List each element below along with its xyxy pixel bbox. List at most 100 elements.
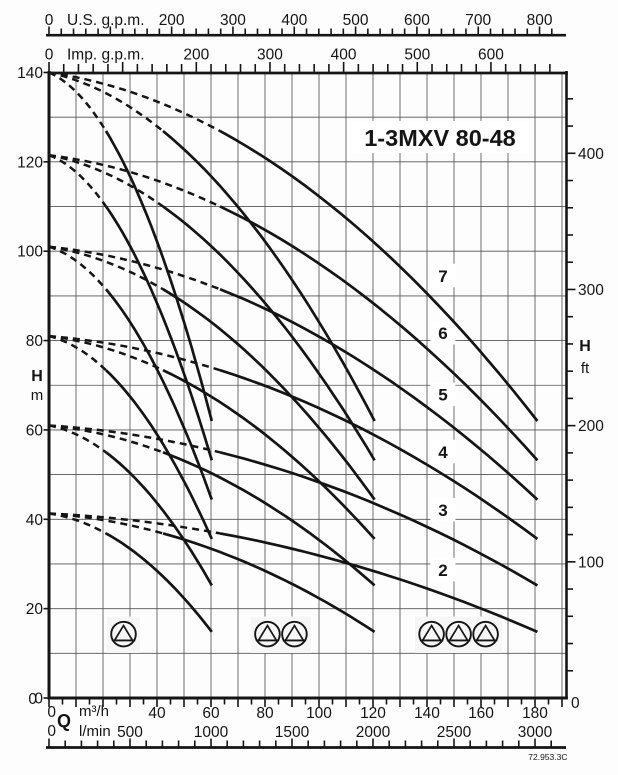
- curve-5-pumps-2: [162, 288, 376, 501]
- label-patches: [107, 121, 528, 653]
- svg-text:0: 0: [34, 691, 43, 708]
- svg-text:100: 100: [306, 705, 332, 722]
- curve-6-pumps-3: [219, 205, 539, 462]
- curve-label-2: 2: [438, 561, 447, 580]
- svg-text:400: 400: [578, 146, 604, 163]
- svg-text:700: 700: [465, 12, 491, 29]
- pump-icon: [418, 620, 445, 648]
- curve-5-pumps-3: [219, 287, 539, 501]
- q-axis-label: Q: [57, 711, 71, 731]
- svg-text:0: 0: [571, 695, 580, 712]
- svg-text:0: 0: [28, 691, 37, 708]
- pump-icon: [472, 620, 499, 648]
- right-h-axis: 100 200 300 400: [566, 98, 604, 672]
- imp-gpm-axis-label: Imp. g.p.m.: [67, 47, 145, 64]
- curve-label-4: 4: [438, 443, 448, 462]
- svg-text:140: 140: [17, 65, 43, 82]
- curve-6-pumps-3-lowflow-dashed: [48, 153, 221, 208]
- curve-label-7: 7: [438, 267, 447, 286]
- curve-3-pumps-1: [105, 451, 213, 587]
- curve-label-5: 5: [438, 386, 447, 405]
- svg-text:120: 120: [360, 705, 386, 722]
- curve-4-pumps-2-lowflow-dashed: [48, 334, 164, 372]
- curve-family-2: [48, 512, 538, 634]
- curve-5-pumps-3-lowflow-dashed: [48, 245, 221, 291]
- left-h-axis: 0 20 40 60 80 100 120 140: [17, 65, 49, 708]
- svg-text:1500: 1500: [275, 724, 310, 741]
- us-gpm-axis-label: U.S. g.p.m.: [67, 12, 145, 29]
- lmin-axis: 500 1000 1500 2000 2500 3000 0: [46, 723, 566, 749]
- pump-group-1: [110, 620, 137, 648]
- svg-text:40: 40: [26, 512, 44, 529]
- curve-4-pumps-1: [105, 369, 214, 540]
- svg-text:600: 600: [404, 12, 430, 29]
- svg-text:80: 80: [256, 705, 274, 722]
- curve-2-pumps-3: [219, 532, 538, 634]
- curve-label-6: 6: [438, 324, 447, 343]
- pump-icon: [110, 620, 137, 648]
- svg-text:300: 300: [578, 282, 604, 299]
- curve-family-7: [48, 71, 539, 422]
- pump-icon: [254, 620, 281, 648]
- svg-text:300: 300: [220, 12, 246, 29]
- reference-code: 72.953.3C: [528, 752, 567, 762]
- svg-text:120: 120: [17, 154, 43, 171]
- curve-3-pumps-1-lowflow-dashed: [48, 424, 107, 454]
- svg-text:2000: 2000: [356, 724, 391, 741]
- curve-label-3: 3: [438, 501, 447, 520]
- svg-text:0: 0: [47, 723, 56, 740]
- svg-text:1000: 1000: [194, 724, 229, 741]
- curve-3-pumps-2: [162, 451, 376, 587]
- svg-text:0: 0: [45, 47, 54, 64]
- pump-group-3: [418, 620, 499, 648]
- svg-text:500: 500: [343, 12, 369, 29]
- curve-4-pumps-3-lowflow-dashed: [48, 334, 221, 372]
- curve-2-pumps-1: [105, 532, 213, 633]
- curve-2-pumps-1-lowflow-dashed: [48, 512, 107, 535]
- svg-text:160: 160: [468, 705, 494, 722]
- svg-text:0: 0: [45, 12, 54, 29]
- curve-2-pumps-2-lowflow-dashed: [48, 512, 164, 535]
- left-axis-h-label: H: [31, 368, 43, 385]
- svg-text:200: 200: [159, 12, 185, 29]
- svg-text:200: 200: [183, 47, 209, 64]
- svg-text:300: 300: [257, 47, 283, 64]
- curve-family-6: [48, 153, 539, 462]
- pump-icon: [445, 620, 472, 648]
- m3h-axis-label: m³/h: [79, 703, 109, 720]
- curve-3-pumps-2-lowflow-dashed: [48, 424, 164, 454]
- curve-6-pumps-2: [162, 205, 376, 461]
- curve-4-pumps-2: [162, 368, 376, 540]
- curve-2-pumps-3-lowflow-dashed: [48, 512, 221, 535]
- curve-7-pumps-3: [219, 129, 539, 422]
- imp-gpm-axis: 0 200 300 400 500 600: [45, 47, 551, 73]
- curve-6-pumps-1: [104, 205, 214, 461]
- svg-text:2500: 2500: [437, 724, 472, 741]
- curve-7-pumps-2: [162, 129, 376, 422]
- curve-7-pumps-3-lowflow-dashed: [48, 71, 221, 133]
- curve-7-pumps-1-lowflow-dashed: [48, 71, 108, 132]
- curve-3-pumps-3-lowflow-dashed: [48, 424, 221, 454]
- curve-7-pumps-2-lowflow-dashed: [48, 71, 164, 132]
- curve-family-4: [48, 334, 539, 540]
- svg-text:140: 140: [414, 705, 440, 722]
- svg-text:0: 0: [47, 704, 56, 721]
- svg-text:500: 500: [117, 724, 143, 741]
- curve-4-pumps-1-lowflow-dashed: [48, 334, 107, 372]
- right-axis-h-label: H: [579, 338, 591, 355]
- curve-5-pumps-1: [104, 288, 214, 501]
- curve-5-pumps-2-lowflow-dashed: [48, 245, 164, 291]
- svg-text:400: 400: [331, 47, 357, 64]
- pump-group-2: [254, 620, 308, 648]
- curve-family-3: [48, 424, 539, 587]
- us-gpm-axis: 0 200 300 400 500 600 700 800: [45, 12, 566, 37]
- chart-title: 1-3MXV 80-48: [364, 125, 516, 151]
- lmin-axis-label: l/min: [79, 723, 111, 740]
- curve-4-pumps-3: [219, 368, 539, 540]
- svg-text:60: 60: [202, 705, 220, 722]
- svg-text:600: 600: [478, 47, 504, 64]
- pump-count-icons: [110, 620, 499, 648]
